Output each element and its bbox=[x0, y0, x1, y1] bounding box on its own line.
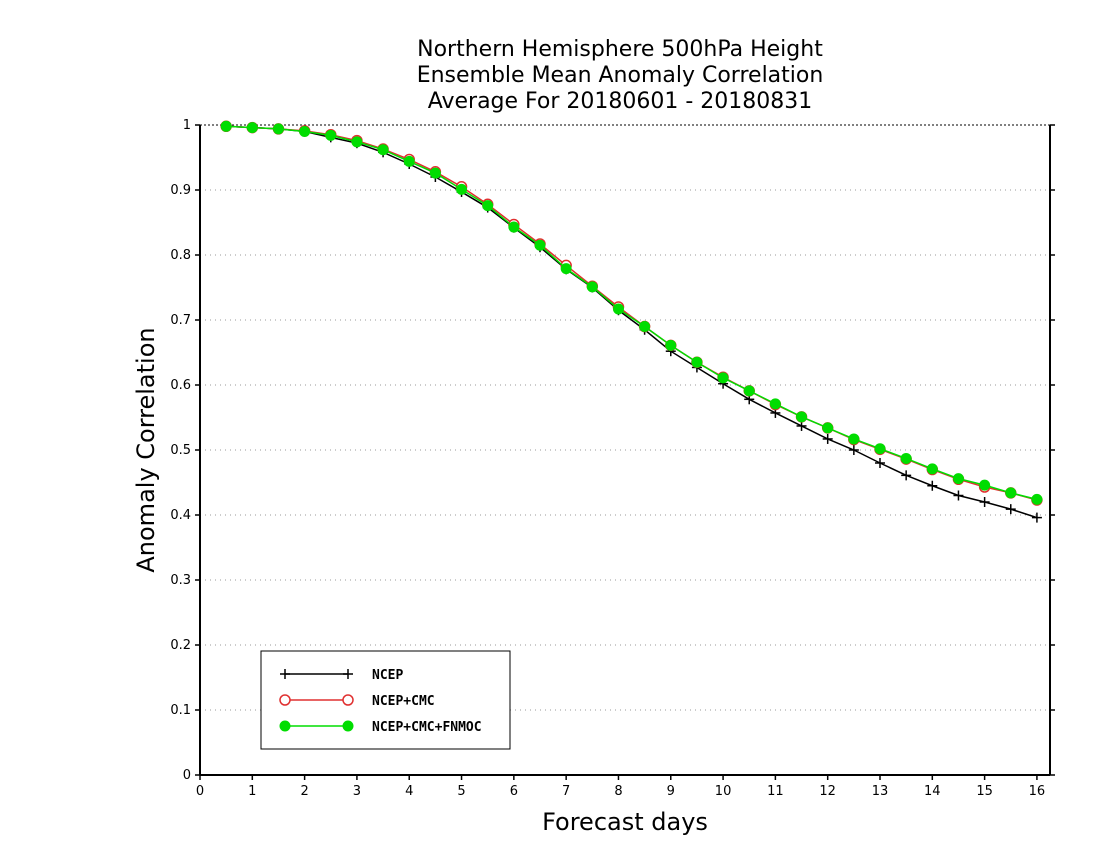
data-point bbox=[796, 411, 808, 423]
data-point bbox=[351, 136, 363, 148]
y-tick-label: 0.9 bbox=[170, 183, 191, 198]
x-tick-label: 6 bbox=[510, 784, 518, 799]
data-point bbox=[926, 463, 938, 475]
x-tick-label: 5 bbox=[457, 784, 465, 799]
data-point bbox=[220, 120, 232, 132]
data-point bbox=[769, 398, 781, 410]
x-tick-label: 8 bbox=[614, 784, 622, 799]
x-tick-label: 10 bbox=[715, 784, 732, 799]
data-point bbox=[429, 167, 441, 179]
data-point bbox=[848, 433, 860, 445]
legend-marker bbox=[279, 720, 291, 732]
data-point bbox=[979, 497, 990, 507]
data-point bbox=[560, 263, 572, 275]
data-point bbox=[612, 303, 624, 315]
data-point bbox=[639, 321, 651, 332]
data-point bbox=[717, 372, 729, 384]
x-tick-label: 1 bbox=[248, 784, 256, 799]
data-point bbox=[377, 144, 389, 156]
data-point bbox=[848, 445, 859, 455]
series-line bbox=[226, 125, 1038, 501]
data-point bbox=[272, 123, 284, 135]
y-tick-label: 0.1 bbox=[170, 703, 191, 718]
data-point bbox=[456, 183, 468, 195]
y-tick-label: 1 bbox=[183, 118, 191, 133]
data-point bbox=[901, 470, 912, 481]
chart-title-line-3: Average For 20180601 - 20180831 bbox=[427, 89, 813, 114]
chart-title-line-1: Northern Hemisphere 500hPa Height bbox=[417, 37, 823, 62]
x-axis-label: Forecast days bbox=[542, 808, 708, 836]
y-tick-label: 0.3 bbox=[170, 573, 191, 588]
x-tick-label: 16 bbox=[1029, 784, 1046, 799]
data-point bbox=[875, 458, 885, 468]
data-point bbox=[796, 420, 807, 431]
x-tick-label: 9 bbox=[667, 784, 675, 799]
y-tick-label: 0.5 bbox=[170, 443, 191, 458]
legend: NCEP NCEP+CMC NCEP+CMC+FNMOC bbox=[260, 650, 511, 750]
data-point bbox=[482, 200, 494, 212]
legend-marker bbox=[343, 669, 353, 679]
data-point bbox=[665, 339, 677, 351]
data-point bbox=[1031, 493, 1043, 505]
legend-marker bbox=[279, 694, 291, 706]
data-point bbox=[1005, 504, 1016, 515]
data-point bbox=[299, 126, 311, 137]
data-point bbox=[403, 155, 415, 167]
data-point bbox=[743, 385, 755, 397]
data-point bbox=[952, 473, 964, 485]
legend-marker bbox=[280, 669, 290, 679]
legend-label: NCEP bbox=[372, 668, 403, 683]
series-line bbox=[226, 125, 1038, 501]
series-ncep-cmc bbox=[220, 120, 1043, 506]
x-tick-label: 15 bbox=[976, 784, 993, 799]
y-tick-label: 0.8 bbox=[170, 248, 191, 263]
x-tick-label: 4 bbox=[405, 784, 413, 799]
data-point bbox=[822, 422, 834, 434]
series-ncep bbox=[221, 121, 1042, 523]
data-point bbox=[534, 239, 546, 251]
legend-label: NCEP+CMC+FNMOC bbox=[372, 720, 482, 735]
x-tick-label: 12 bbox=[819, 784, 836, 799]
y-tick-label: 0.7 bbox=[170, 313, 191, 328]
legend-label: NCEP+CMC bbox=[372, 694, 435, 709]
series-ncep-cmc-fnmoc bbox=[220, 120, 1043, 505]
y-tick-label: 0.2 bbox=[170, 638, 191, 653]
data-point bbox=[691, 356, 703, 368]
x-tick-label: 13 bbox=[872, 784, 889, 799]
chart-title-line-2: Ensemble Mean Anomaly Correlation bbox=[416, 63, 824, 88]
x-tick-label: 7 bbox=[562, 784, 570, 799]
data-point bbox=[586, 281, 598, 293]
x-tick-label: 2 bbox=[300, 784, 308, 799]
y-tick-label: 0.6 bbox=[170, 378, 191, 393]
data-point bbox=[953, 490, 964, 501]
legend-marker bbox=[342, 720, 354, 732]
x-tick-label: 11 bbox=[767, 784, 784, 799]
data-point bbox=[1005, 487, 1017, 499]
data-point bbox=[927, 480, 938, 491]
y-axis-label: Anomaly Correlation bbox=[132, 327, 160, 573]
data-point bbox=[979, 479, 991, 491]
x-tick-label: 0 bbox=[196, 784, 204, 799]
y-tick-label: 0 bbox=[183, 768, 191, 783]
x-tick-label: 14 bbox=[924, 784, 941, 799]
x-tick-label: 3 bbox=[353, 784, 361, 799]
data-point bbox=[1031, 512, 1042, 523]
data-point bbox=[874, 443, 886, 455]
data-point bbox=[900, 452, 912, 464]
data-point bbox=[822, 433, 833, 444]
data-point bbox=[246, 122, 258, 134]
y-tick-label: 0.4 bbox=[170, 508, 191, 523]
data-point bbox=[508, 221, 520, 233]
data-point bbox=[325, 129, 337, 141]
legend-marker bbox=[342, 694, 354, 706]
series-line bbox=[226, 125, 1038, 519]
